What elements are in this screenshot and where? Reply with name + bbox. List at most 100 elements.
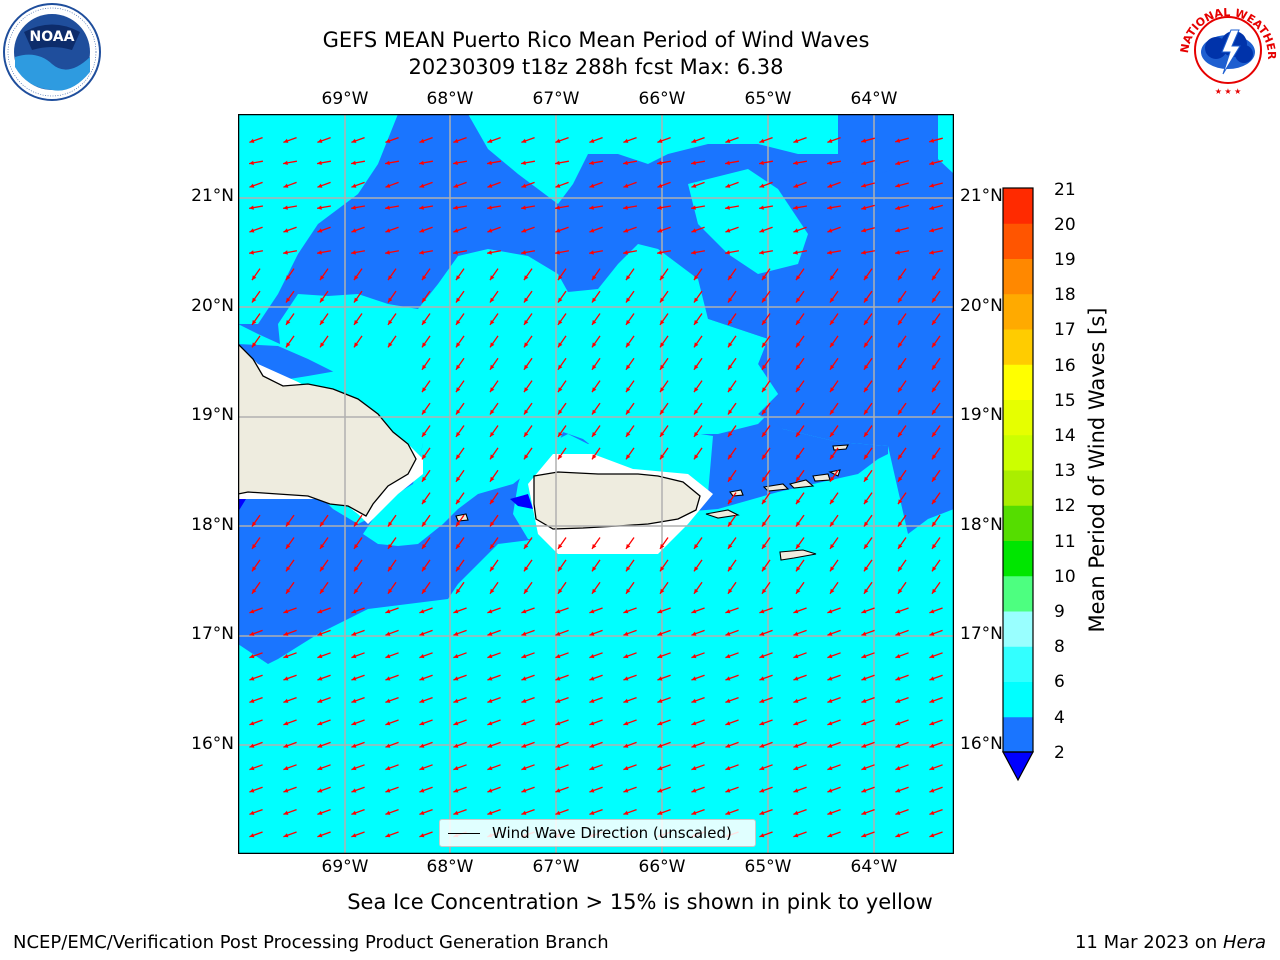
wind-wave-arrow-head xyxy=(353,588,359,594)
wind-wave-arrow-head xyxy=(625,319,631,325)
wind-wave-arrow-head xyxy=(761,409,767,415)
wind-wave-arrow-head xyxy=(385,205,390,210)
wind-wave-arrow-head xyxy=(455,521,461,527)
wind-wave-arrow-head xyxy=(319,275,325,281)
wind-wave-arrow-head xyxy=(353,342,359,348)
wind-wave-arrow-head xyxy=(455,319,461,325)
sea-ice-note: Sea Ice Concentration > 15% is shown in … xyxy=(347,890,933,914)
wind-wave-arrow-head xyxy=(793,833,799,838)
wind-wave-arrow-head xyxy=(489,566,495,572)
wind-wave-arrow-head xyxy=(283,250,288,255)
wind-wave-arrow-head xyxy=(419,631,425,636)
wind-wave-arrow-head xyxy=(693,454,699,460)
wind-wave-arrow-head xyxy=(827,833,833,838)
wind-wave-arrow-head xyxy=(351,766,357,771)
wind-wave-arrow-head xyxy=(385,138,391,143)
wind-wave-arrow-head xyxy=(897,521,903,527)
wind-wave-arrow-head xyxy=(897,431,903,437)
wind-wave-arrow-head xyxy=(895,631,901,636)
wind-wave-arrow-head xyxy=(623,766,629,771)
wind-wave-arrow-head xyxy=(589,228,595,233)
wind-wave-arrow-head xyxy=(421,387,427,393)
wind-wave-arrow-head xyxy=(759,721,765,726)
wind-wave-arrow-head xyxy=(251,588,257,594)
wind-wave-arrow-head xyxy=(489,364,495,370)
wind-wave-arrow-head xyxy=(659,454,665,460)
wind-wave-arrow-head xyxy=(249,788,255,793)
wind-wave-arrow-head xyxy=(759,228,765,233)
island-vieques xyxy=(705,509,740,519)
wind-wave-arrow-head xyxy=(351,810,357,815)
nws-logo: NATIONAL WEATHER SERVICE ★ ★ ★ xyxy=(1176,0,1278,98)
wind-wave-arrow-head xyxy=(829,275,835,281)
wind-wave-arrow-head xyxy=(421,275,427,281)
wind-wave-arrow-head xyxy=(555,654,561,659)
wind-wave-arrow-head xyxy=(419,721,425,726)
wind-wave-arrow-head xyxy=(829,431,835,437)
wind-wave-arrow-head xyxy=(249,654,255,659)
wind-wave-arrow-head xyxy=(827,676,833,681)
wind-wave-arrow-head xyxy=(863,476,869,482)
wind-wave-arrow-head xyxy=(557,454,563,460)
wind-wave-arrow-head xyxy=(489,499,495,505)
wind-wave-arrow-head xyxy=(897,364,903,370)
wind-wave-arrow-head xyxy=(387,521,393,527)
wind-wave-arrow-head xyxy=(421,431,427,437)
wind-wave-arrow-head xyxy=(897,476,903,482)
island-st-croix xyxy=(779,549,817,561)
wind-wave-arrow-head xyxy=(317,833,323,838)
wave-period-map xyxy=(238,114,954,854)
wind-wave-arrow-head xyxy=(795,387,801,393)
lat-label-right: 20°N xyxy=(960,296,1003,316)
wind-wave-arrow-head xyxy=(929,766,935,771)
wind-wave-arrow-head xyxy=(351,743,357,748)
wind-wave-arrow-head xyxy=(897,454,903,460)
wind-wave-arrow-head xyxy=(487,810,493,815)
wind-wave-arrow-head xyxy=(761,543,767,549)
wind-wave-arrow-head xyxy=(929,183,935,188)
land-hispaniola xyxy=(238,343,417,517)
colorbar-tick: 9 xyxy=(1054,602,1065,622)
wind-wave-arrow-head xyxy=(317,631,323,636)
wind-wave-arrow-head xyxy=(285,342,291,348)
wind-wave-arrow-head xyxy=(625,543,631,549)
wind-wave-arrow-head xyxy=(521,138,527,143)
footer-date: 11 Mar 2023 on Hera xyxy=(1075,932,1266,953)
wind-wave-arrow-head xyxy=(317,250,322,255)
wind-wave-arrow-head xyxy=(897,342,903,348)
wind-wave-arrow-head xyxy=(827,743,833,748)
wind-wave-arrow-head xyxy=(589,676,595,681)
wind-wave-arrow-head xyxy=(727,275,733,281)
colorbar-tick: 6 xyxy=(1054,672,1065,692)
wind-wave-arrow-head xyxy=(557,588,563,594)
wind-wave-arrow-head xyxy=(827,250,832,255)
wind-wave-arrow-head xyxy=(727,499,733,505)
wind-wave-arrow-head xyxy=(657,183,663,188)
wind-wave-arrow-head xyxy=(557,297,563,303)
wind-wave-arrow-head xyxy=(317,788,323,793)
wind-wave-arrow-head xyxy=(489,521,495,527)
wind-wave-arrow-head xyxy=(795,543,801,549)
wind-wave-arrow-head xyxy=(489,409,495,415)
wind-wave-arrow-head xyxy=(557,543,563,549)
wind-wave-arrow-head xyxy=(657,721,663,726)
wind-wave-arrow-head xyxy=(521,205,526,210)
wind-wave-arrow-head xyxy=(351,631,357,636)
wind-wave-arrow-head xyxy=(555,205,560,210)
wind-wave-arrow-head xyxy=(863,566,869,572)
wind-wave-arrow-head xyxy=(385,676,391,681)
wind-wave-arrow-head xyxy=(895,833,901,838)
wind-wave-arrow-head xyxy=(895,654,901,659)
wind-wave-arrow-head xyxy=(555,183,561,188)
wind-wave-arrow-head xyxy=(827,183,833,188)
wind-wave-arrow-head xyxy=(623,609,629,614)
wind-wave-arrow-head xyxy=(555,788,561,793)
wind-wave-arrow-head xyxy=(895,205,901,210)
lat-label-left: 21°N xyxy=(191,186,234,206)
wind-wave-arrow-head xyxy=(319,297,325,303)
colorbar-segment xyxy=(1003,611,1033,647)
wind-wave-arrow-head xyxy=(931,319,937,325)
wind-wave-arrow-head xyxy=(351,676,357,681)
chart-title: GEFS MEAN Puerto Rico Mean Period of Win… xyxy=(322,28,870,52)
wind-wave-arrow-head xyxy=(863,409,869,415)
